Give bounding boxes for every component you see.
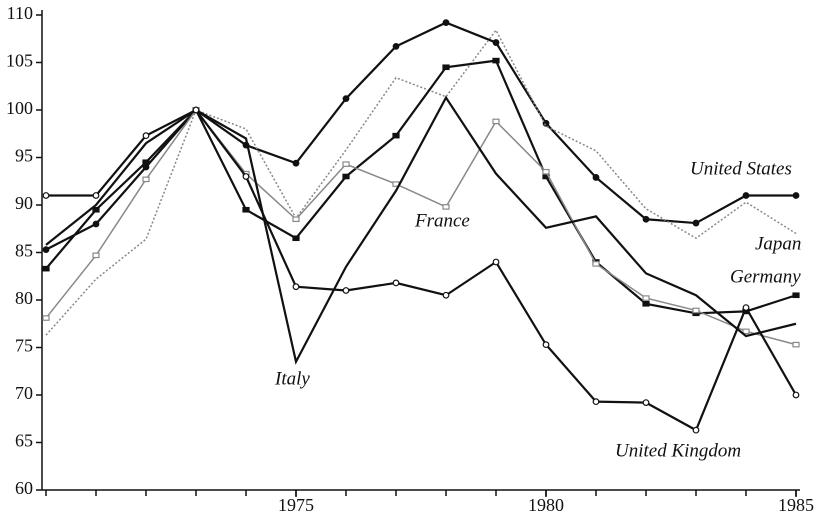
point [442, 291, 450, 299]
point [742, 328, 750, 335]
point [92, 206, 100, 213]
point [442, 19, 450, 27]
series-label: France [414, 210, 470, 231]
series-line [45, 21, 796, 251]
point [392, 279, 400, 287]
point [292, 216, 300, 223]
point [292, 235, 300, 242]
point [342, 95, 350, 102]
point [642, 215, 650, 223]
point [392, 42, 400, 50]
point [792, 292, 800, 299]
x-tick-label: 1975 [278, 495, 314, 515]
x-tick-label: 1985 [778, 495, 814, 515]
point [692, 219, 700, 227]
point [42, 315, 50, 321]
y-tick-label: 60 [15, 478, 33, 498]
point [92, 192, 100, 199]
point [142, 176, 150, 183]
point [42, 246, 50, 254]
point [142, 159, 150, 166]
point [442, 204, 450, 210]
point [492, 57, 500, 64]
y-tick-label: 65 [15, 431, 33, 451]
series-line [45, 108, 797, 346]
point [92, 252, 100, 259]
point [542, 341, 550, 349]
series-label: Germany [730, 266, 801, 287]
point [492, 118, 500, 125]
point [642, 301, 650, 307]
point [242, 206, 250, 213]
point [692, 426, 700, 434]
point [42, 192, 50, 199]
series-line [45, 95, 797, 365]
point [142, 132, 150, 140]
point [642, 399, 650, 407]
point [192, 106, 200, 114]
y-tick-label: 110 [7, 3, 33, 23]
series-label: Italy [274, 368, 310, 389]
point [442, 64, 450, 71]
point [792, 341, 800, 348]
series-line [45, 59, 797, 315]
point [292, 159, 300, 167]
point [342, 173, 350, 180]
point [792, 192, 800, 199]
point [92, 220, 100, 228]
series-line [45, 28, 797, 336]
x-tick-label: 1980 [528, 495, 564, 515]
y-tick-label: 70 [15, 383, 33, 403]
series-line [46, 108, 797, 432]
point [542, 168, 550, 175]
point [692, 307, 700, 314]
point [592, 398, 600, 406]
point [392, 132, 400, 139]
point [642, 295, 650, 301]
point [592, 261, 600, 267]
point [792, 391, 800, 399]
point [42, 265, 50, 272]
point [492, 39, 500, 46]
point [342, 287, 350, 294]
point [292, 283, 300, 291]
point [742, 192, 750, 199]
y-tick-label: 85 [15, 241, 33, 261]
y-tick-label: 75 [15, 336, 33, 356]
point [242, 173, 250, 180]
point [592, 174, 600, 181]
series-label: Japan [755, 233, 801, 254]
series-label: United States [690, 158, 792, 179]
y-tick-label: 105 [6, 51, 33, 71]
y-tick-label: 90 [15, 193, 33, 213]
point [742, 304, 750, 312]
point [342, 161, 350, 167]
series-label: United Kingdom [615, 440, 741, 461]
y-tick-label: 80 [15, 288, 33, 308]
y-tick-label: 95 [15, 146, 33, 166]
point [492, 258, 500, 266]
y-tick-label: 100 [6, 98, 33, 118]
